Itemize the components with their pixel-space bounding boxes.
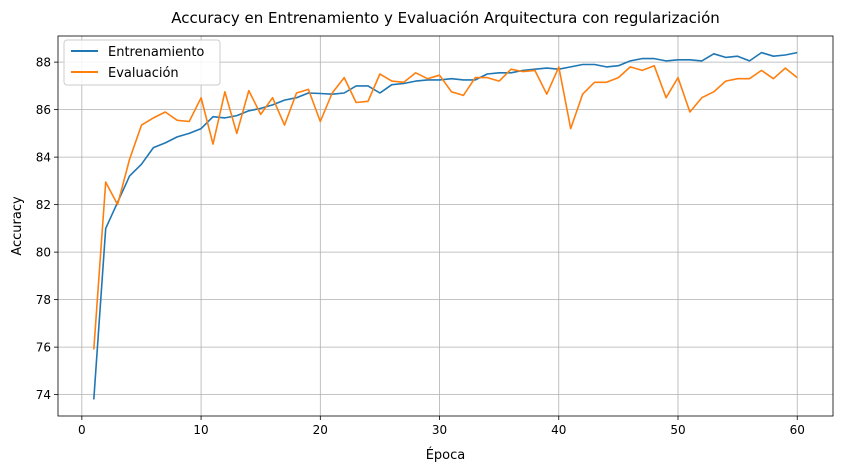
plot-frame <box>57 35 834 417</box>
legend-box <box>63 39 221 86</box>
x-tick-label: 60 <box>790 423 805 437</box>
x-tick-label: 10 <box>193 423 208 437</box>
legend-label-evaluacion: Evaluación <box>108 66 179 81</box>
legend: Entrenamiento Evaluación <box>63 39 221 86</box>
series-lines <box>93 51 798 400</box>
y-tick-label: 88 <box>36 56 51 70</box>
y-axis-label: Accuracy <box>10 196 25 256</box>
y-tick-label: 74 <box>36 388 51 402</box>
chart-title: Accuracy en Entrenamiento y Evaluación A… <box>171 9 720 27</box>
y-tick-label: 82 <box>36 198 51 212</box>
y-tick-label: 76 <box>36 341 51 355</box>
y-tick-label: 86 <box>36 103 51 117</box>
y-tick-label: 78 <box>36 293 51 307</box>
x-tick-label: 50 <box>670 423 685 437</box>
axis-ticks: 0 10 20 30 40 50 60 74 76 78 80 82 84 86 88 <box>36 56 805 437</box>
x-tick-label: 20 <box>313 423 328 437</box>
y-tick-label: 80 <box>36 246 51 260</box>
series-line-entrenamiento <box>93 51 798 400</box>
x-tick-label: 40 <box>551 423 566 437</box>
series-line-evaluacion <box>93 64 798 350</box>
y-tick-label: 84 <box>36 151 51 165</box>
legend-label-entrenamiento: Entrenamiento <box>108 45 204 60</box>
grid-lines <box>58 36 833 416</box>
x-axis-label: Época <box>426 447 466 463</box>
x-tick-label: 0 <box>78 423 86 437</box>
x-tick-label: 30 <box>432 423 447 437</box>
